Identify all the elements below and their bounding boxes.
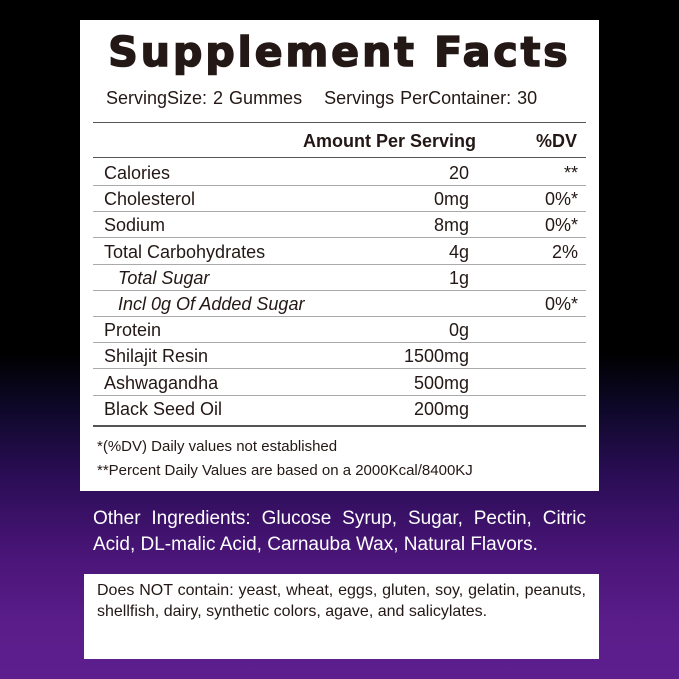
serving-info: ServingSize: 2 Gummes Servings PerContain… — [106, 88, 537, 109]
nutrient-amount: 20 — [448, 163, 469, 183]
nutrient-row: Cholesterol 0mg 0%* — [93, 186, 586, 213]
nutrient-amount: 200mg — [413, 398, 469, 419]
nutrient-name: Total Carbohydrates — [104, 241, 266, 262]
nutrient-amount: 1500mg — [403, 346, 469, 367]
other-ingredients: Other Ingredients: Glucose Syrup, Sugar,… — [93, 508, 586, 555]
nutrient-dv: 0%* — [544, 189, 578, 210]
nutrient-name: Calories — [104, 163, 171, 183]
nutrient-name: Shilajit Resin — [104, 346, 209, 367]
nutrient-row: Sodium 8mg 0%* — [93, 212, 586, 239]
nutrient-row: Total Carbohydrates 4g 2% — [93, 239, 586, 265]
nutrient-row: Shilajit Resin 1500mg — [93, 343, 586, 370]
nutrient-amount: 4g — [448, 241, 469, 262]
dv-header: %DV — [535, 131, 577, 151]
nutrient-row: Protein 0g — [93, 317, 586, 344]
nutrient-row: Black Seed Oil 200mg — [93, 396, 586, 422]
amount-header: Amount Per Serving — [302, 131, 476, 151]
serving-size: ServingSize: 2 Gummes — [106, 88, 303, 108]
nutrient-dv: 0%* — [544, 294, 578, 314]
nutrient-amount: 0mg — [433, 189, 469, 210]
nutrient-row: Calories 20 ** — [93, 160, 586, 186]
allergen-free-text: Does NOT contain: yeast, wheat, eggs, gl… — [97, 582, 586, 620]
nutrient-row: Total Sugar 1g — [93, 265, 586, 291]
allergen-free-box: Does NOT contain: yeast, wheat, eggs, gl… — [84, 574, 599, 659]
nutrient-name: Cholesterol — [104, 189, 196, 210]
nutrient-name: Incl 0g Of Added Sugar — [118, 294, 305, 314]
nutrient-name: Ashwagandha — [104, 372, 219, 393]
footnote: *(%DV) Daily values not established — [97, 438, 338, 455]
nutrient-amount: 500mg — [413, 372, 469, 393]
nutrient-row: Ashwagandha 500mg — [93, 370, 586, 396]
servings-per-container: Servings PerContainer: 30 — [324, 88, 538, 108]
nutrient-dv: ** — [563, 163, 578, 183]
footnote: **Percent Daily Values are based on a 20… — [97, 462, 473, 479]
nutrient-amount: 0g — [448, 320, 469, 341]
nutrient-row: Incl 0g Of Added Sugar 0%* — [93, 291, 586, 317]
nutrient-name: Sodium — [104, 215, 166, 236]
nutrient-name: Protein — [104, 320, 162, 341]
nutrient-dv: 0%* — [544, 215, 578, 236]
divider — [93, 157, 586, 158]
divider — [93, 425, 586, 427]
nutrient-name: Total Sugar — [118, 267, 210, 288]
nutrient-name: Black Seed Oil — [104, 398, 223, 419]
nutrient-dv: 2% — [551, 241, 578, 262]
supplement-facts-panel: Supplement Facts ServingSize: 2 Gummes Se… — [80, 20, 599, 491]
nutrient-amount: 1g — [448, 267, 469, 288]
divider — [93, 122, 586, 123]
panel-title: Supplement Facts — [107, 27, 571, 77]
footnotes: *(%DV) Daily values not established **Pe… — [97, 435, 473, 483]
nutrient-amount: 8mg — [433, 215, 469, 236]
